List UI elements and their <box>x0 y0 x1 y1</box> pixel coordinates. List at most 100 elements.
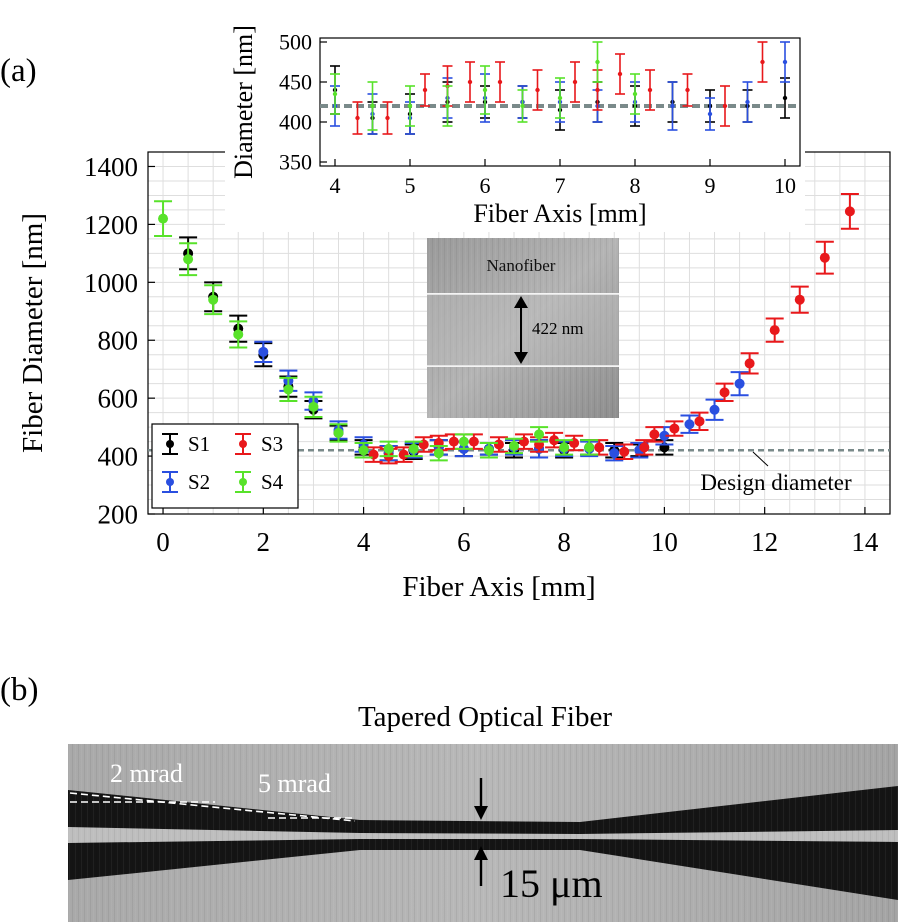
design-pointer <box>752 451 769 467</box>
legend-item-S2: S2 <box>162 470 210 494</box>
data-point <box>493 439 504 450</box>
data-point <box>744 358 755 369</box>
data-point <box>722 103 728 109</box>
data-point <box>497 79 503 85</box>
series-S3 <box>364 192 859 465</box>
data-point <box>745 99 750 105</box>
data-point <box>408 443 419 454</box>
data-point <box>734 378 745 389</box>
data-point <box>794 294 805 305</box>
y-tick-label: 450 <box>279 70 312 95</box>
waist-arrowhead-top <box>474 806 488 820</box>
data-point <box>619 446 630 457</box>
data-point <box>649 429 660 440</box>
inset-y-axis-label: Diameter [nm] <box>229 25 258 179</box>
x-tick-label: 2 <box>257 527 271 557</box>
data-point <box>535 87 540 93</box>
data-point <box>332 91 338 97</box>
data-point <box>208 294 219 305</box>
legend-box <box>151 423 299 509</box>
data-point <box>482 87 488 93</box>
x-tick-label: 0 <box>156 527 170 557</box>
data-point <box>233 329 244 340</box>
data-point <box>617 71 623 77</box>
y-tick-label: 1400 <box>84 152 138 182</box>
legend-label: S2 <box>188 470 210 494</box>
data-point <box>458 436 469 447</box>
legend-item-S3: S3 <box>235 432 283 456</box>
y-tick-label: 1200 <box>84 210 138 240</box>
y-tick-label: 400 <box>98 442 139 472</box>
taper-line-2mrad <box>69 792 356 822</box>
data-point <box>508 440 519 451</box>
y-tick-label: 500 <box>279 30 312 55</box>
sem-texture <box>427 238 619 418</box>
data-point <box>594 442 605 453</box>
legend-label: S1 <box>188 432 210 456</box>
sem-inset: Nanofiber 422 nm <box>427 238 619 418</box>
data-point <box>595 59 600 65</box>
x-tick-label: 9 <box>705 173 716 198</box>
angle-label-5mrad: 5 mrad <box>258 769 331 798</box>
data-point <box>407 103 413 109</box>
x-tick-label: 8 <box>557 527 571 557</box>
data-point <box>632 91 638 97</box>
data-point <box>158 213 169 224</box>
main-data-points <box>154 192 859 465</box>
series-S4 <box>154 200 599 462</box>
x-tick-label: 5 <box>405 173 416 198</box>
data-point <box>639 442 650 453</box>
x-tick-label: 7 <box>555 173 566 198</box>
data-point <box>283 384 294 395</box>
y-tick-label: 200 <box>98 499 139 529</box>
legend-item-S1: S1 <box>162 432 210 456</box>
data-point <box>448 436 459 447</box>
data-point <box>844 206 855 217</box>
data-point <box>707 111 713 117</box>
inset-data-points <box>330 41 790 135</box>
data-point <box>183 254 194 265</box>
fiber-texture <box>68 744 898 922</box>
data-point <box>534 429 545 440</box>
y-tick-label: 350 <box>279 150 312 175</box>
data-point <box>385 115 390 121</box>
data-point <box>549 435 560 446</box>
x-tick-label: 10 <box>774 173 796 198</box>
inset-plot: 4 5 6 7 8 9 10 350 400 450 500 <box>225 0 805 232</box>
main-y-axis-label: Fiber Diameter [nm] <box>17 213 49 453</box>
data-point <box>557 95 563 101</box>
data-point <box>760 59 765 65</box>
main-axis-ticks: 0 2 4 6 8 10 12 14 200 400 600 800 1000 1200 1400 <box>84 152 879 557</box>
data-point <box>370 103 375 109</box>
data-point <box>467 79 473 85</box>
sem-measure-label: 422 nm <box>532 319 583 338</box>
design-diameter-label: Design diameter <box>700 470 852 495</box>
x-tick-label: 6 <box>480 173 491 198</box>
x-tick-label: 12 <box>751 527 778 557</box>
data-point <box>684 419 695 430</box>
data-point <box>483 445 494 456</box>
sem-arrowhead-up <box>514 296 528 308</box>
data-point <box>383 443 394 454</box>
legend-marker-dot <box>166 440 174 448</box>
data-point <box>559 442 570 453</box>
data-point <box>669 423 680 434</box>
legend-label: S3 <box>261 432 283 456</box>
data-point <box>355 115 360 121</box>
legend-items: S1 S3 S2 S4 <box>162 432 284 494</box>
inset-x-axis-label: Fiber Axis [mm] <box>473 199 646 228</box>
data-point <box>819 252 830 263</box>
x-tick-label: 6 <box>457 527 471 557</box>
legend-marker-dot <box>239 440 247 448</box>
legend-item-S4: S4 <box>235 470 284 494</box>
y-tick-label: 600 <box>98 384 139 414</box>
data-point <box>398 449 409 460</box>
series-S4 <box>330 41 640 131</box>
x-tick-label: 14 <box>851 527 879 557</box>
data-point <box>685 87 690 93</box>
waist-arrowhead-bottom <box>474 846 488 860</box>
data-point <box>333 427 344 438</box>
data-point <box>769 325 780 336</box>
data-point <box>572 79 578 85</box>
